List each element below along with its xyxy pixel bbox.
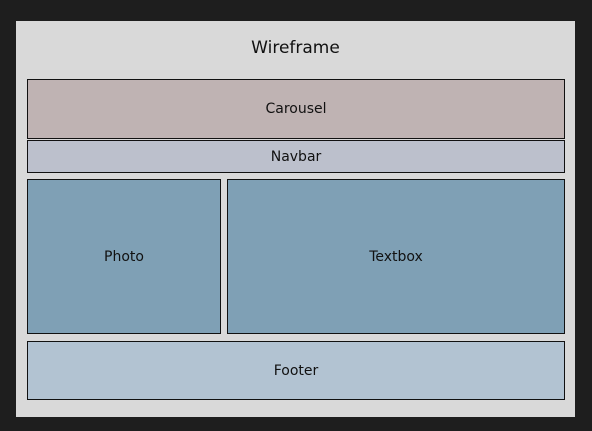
carousel-label: Carousel [265, 101, 327, 117]
photo-label: Photo [104, 248, 144, 265]
textbox-block: Textbox [227, 179, 565, 334]
footer-label: Footer [273, 362, 319, 379]
navbar-label: Navbar [270, 148, 322, 165]
footer-block: Footer [27, 341, 565, 400]
carousel-block: Carousel [27, 79, 565, 139]
photo-block: Photo [27, 179, 221, 334]
wireframe-title: Wireframe [251, 38, 340, 58]
wireframe-frame: Wireframe Carousel Navbar Photo Textbox … [16, 21, 575, 417]
navbar-block: Navbar [27, 140, 565, 173]
textbox-label: Textbox [369, 248, 423, 265]
